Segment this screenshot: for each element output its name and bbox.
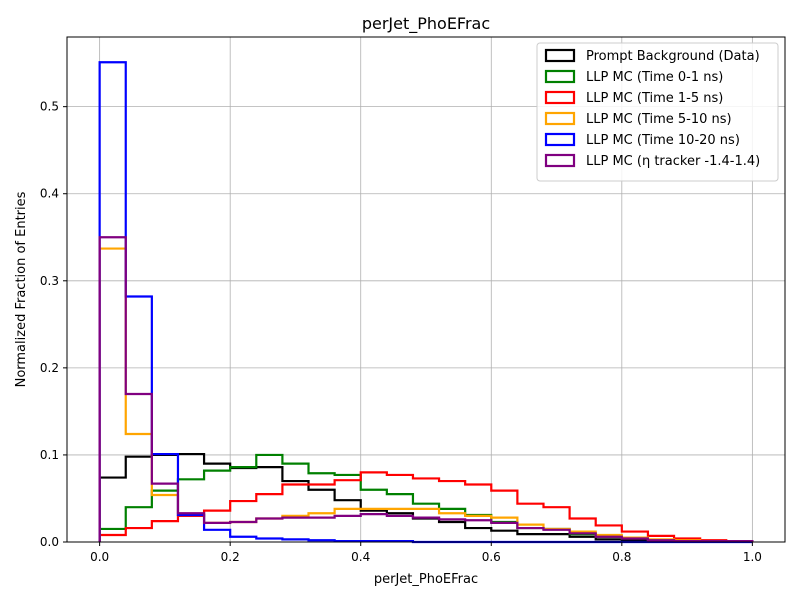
legend-swatch-4 xyxy=(544,111,576,126)
legend-swatch-3 xyxy=(544,90,576,105)
legend-label-5: LLP MC (Time 10-20 ns) xyxy=(586,133,740,148)
x-tick-label: 0.8 xyxy=(612,550,631,564)
x-tick-label: 0.0 xyxy=(90,550,109,564)
legend-swatch-1 xyxy=(544,48,576,63)
x-tick-label: 0.4 xyxy=(351,550,370,564)
y-tick-label: 0.1 xyxy=(40,448,59,462)
legend-label-2: LLP MC (Time 0-1 ns) xyxy=(586,70,723,85)
histogram-series-6 xyxy=(98,236,754,543)
x-axis-label: perJet_PhoEFrac xyxy=(374,572,478,587)
legend-swatch-2 xyxy=(544,69,576,84)
legend-swatch-6 xyxy=(544,153,576,168)
y-tick-label: 0.5 xyxy=(40,100,59,114)
legend-label-4: LLP MC (Time 5-10 ns) xyxy=(586,112,732,127)
y-axis-ticks: 0.0 0.1 0.2 0.3 0.4 0.5 xyxy=(40,100,67,549)
x-tick-label: 1.0 xyxy=(743,550,762,564)
x-tick-label: 0.6 xyxy=(482,550,501,564)
legend-label-6: LLP MC (η tracker -1.4-1.4) xyxy=(586,154,760,169)
legend: Prompt Background (Data) LLP MC (Time 0-1… xyxy=(536,42,779,182)
x-tick-label: 0.2 xyxy=(221,550,240,564)
legend-box xyxy=(536,42,779,182)
y-tick-label: 0.4 xyxy=(40,187,59,201)
legend-label-1: Prompt Background (Data) xyxy=(586,49,760,64)
y-tick-label: 0.3 xyxy=(40,274,59,288)
legend-label-3: LLP MC (Time 1-5 ns) xyxy=(586,91,723,106)
plot-frame xyxy=(66,36,786,543)
legend-swatch-5 xyxy=(544,132,576,147)
chart-title: perJet_PhoEFrac xyxy=(362,14,490,34)
histogram-series xyxy=(98,61,754,544)
y-axis-label: Normalized Fraction of Entries xyxy=(14,191,29,387)
y-tick-label: 0.0 xyxy=(40,535,59,549)
x-axis-ticks: 0.0 0.2 0.4 0.6 0.8 1.0 xyxy=(90,542,762,564)
y-tick-label: 0.2 xyxy=(40,361,59,375)
